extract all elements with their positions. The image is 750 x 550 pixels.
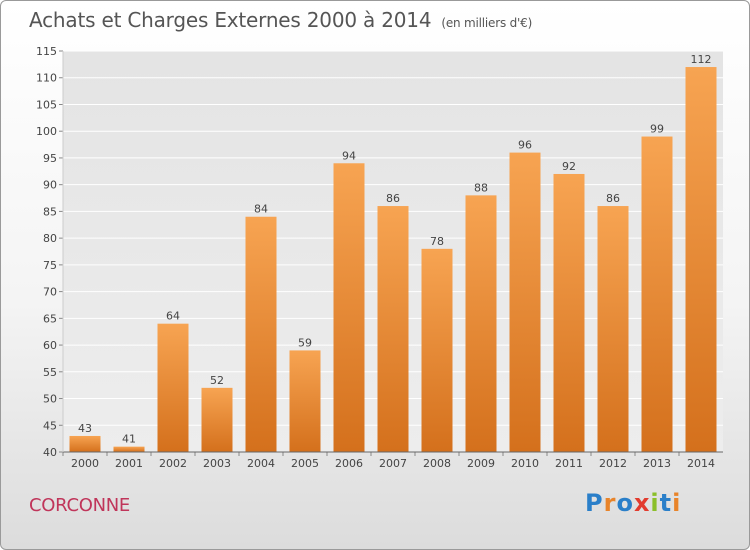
proxiti-logo: Proxiti bbox=[585, 489, 681, 517]
y-tick-label: 115 bbox=[36, 45, 57, 58]
value-label-2007: 86 bbox=[386, 192, 400, 205]
logo-letter: i bbox=[650, 489, 660, 517]
y-tick-label: 80 bbox=[43, 232, 57, 245]
chart-subtitle: (en milliers d'€) bbox=[441, 16, 533, 30]
value-label-2004: 84 bbox=[254, 203, 268, 216]
chart-title-text: Achats et Charges Externes 2000 à 2014 bbox=[29, 8, 432, 32]
value-label-2013: 99 bbox=[650, 123, 664, 136]
value-label-2001: 41 bbox=[122, 433, 136, 446]
y-axis-ticks: 40 45 50 55 60 65 70 75 80 85 90 95 100 105 110 115 bbox=[36, 45, 63, 459]
y-tick-label: 90 bbox=[43, 179, 57, 192]
value-label-2009: 88 bbox=[474, 181, 488, 194]
y-tick-label: 55 bbox=[43, 366, 57, 379]
bar-2014 bbox=[685, 67, 717, 452]
x-tick-label-2012: 2012 bbox=[599, 457, 627, 470]
value-label-2002: 64 bbox=[166, 310, 180, 323]
value-label-2005: 59 bbox=[298, 336, 312, 349]
logo-letter: o bbox=[616, 489, 634, 517]
bar-2007 bbox=[377, 206, 409, 452]
x-tick-label-2003: 2003 bbox=[203, 457, 231, 470]
y-tick-label: 45 bbox=[43, 419, 57, 432]
y-tick-label: 65 bbox=[43, 312, 57, 325]
y-tick-label: 40 bbox=[43, 446, 57, 459]
bar-2009 bbox=[465, 195, 497, 453]
bar-2010 bbox=[509, 152, 541, 452]
bar-2006 bbox=[333, 163, 365, 452]
value-label-2003: 52 bbox=[210, 374, 224, 387]
y-tick-label: 105 bbox=[36, 98, 57, 111]
value-label-2000: 43 bbox=[78, 422, 92, 435]
y-tick-label: 50 bbox=[43, 393, 57, 406]
y-tick-label: 100 bbox=[36, 125, 57, 138]
logo-letter: r bbox=[603, 489, 617, 517]
value-label-2014: 112 bbox=[691, 53, 712, 66]
y-tick-label: 70 bbox=[43, 286, 57, 299]
x-tick-label-2004: 2004 bbox=[247, 457, 275, 470]
logo-letter: t bbox=[659, 489, 673, 517]
bar-2008 bbox=[421, 248, 453, 452]
bar-2005 bbox=[289, 350, 321, 452]
x-tick-label-2005: 2005 bbox=[291, 457, 319, 470]
value-label-2010: 96 bbox=[518, 139, 532, 152]
logo-letter: x bbox=[633, 489, 651, 517]
x-tick-label-2011: 2011 bbox=[555, 457, 583, 470]
value-label-2011: 92 bbox=[562, 160, 576, 173]
bar-2000 bbox=[69, 435, 101, 452]
x-tick-label-2000: 2000 bbox=[71, 457, 99, 470]
value-label-2008: 78 bbox=[430, 235, 444, 248]
x-axis-ticks: 2000 2001 2002 2003 2004 2005 2006 2007 2008 2009… bbox=[62, 452, 715, 470]
x-tick-label-2006: 2006 bbox=[335, 457, 363, 470]
bar-2002 bbox=[157, 323, 189, 452]
bar-2003 bbox=[201, 387, 233, 452]
bar-2011 bbox=[553, 173, 585, 452]
city-name: CORCONNE bbox=[29, 495, 130, 516]
bar-2001 bbox=[113, 446, 145, 452]
y-tick-label: 95 bbox=[43, 152, 57, 165]
x-tick-label-2008: 2008 bbox=[423, 457, 451, 470]
x-tick-label-2010: 2010 bbox=[511, 457, 539, 470]
x-tick-label-2007: 2007 bbox=[379, 457, 407, 470]
bar-2012 bbox=[597, 206, 629, 452]
logo-letter: P bbox=[585, 489, 604, 517]
y-tick-label: 60 bbox=[43, 339, 57, 352]
x-tick-label-2001: 2001 bbox=[115, 457, 143, 470]
x-tick-label-2013: 2013 bbox=[643, 457, 671, 470]
y-tick-label: 110 bbox=[36, 72, 57, 85]
x-tick-label-2009: 2009 bbox=[467, 457, 495, 470]
value-label-2006: 94 bbox=[342, 149, 356, 162]
chart-title: Achats et Charges Externes 2000 à 2014 (e… bbox=[29, 8, 532, 32]
x-tick-label-2002: 2002 bbox=[159, 457, 187, 470]
y-tick-label: 85 bbox=[43, 205, 57, 218]
bar-2004 bbox=[245, 216, 277, 452]
value-label-2012: 86 bbox=[606, 192, 620, 205]
logo-letter: i bbox=[672, 489, 682, 517]
bars-group: 43 41 64 52 84 59 94 86 78 88 96 92 86 99 112 bbox=[69, 53, 717, 453]
y-tick-label: 75 bbox=[43, 259, 57, 272]
x-tick-label-2014: 2014 bbox=[687, 457, 715, 470]
bar-2013 bbox=[641, 136, 673, 452]
